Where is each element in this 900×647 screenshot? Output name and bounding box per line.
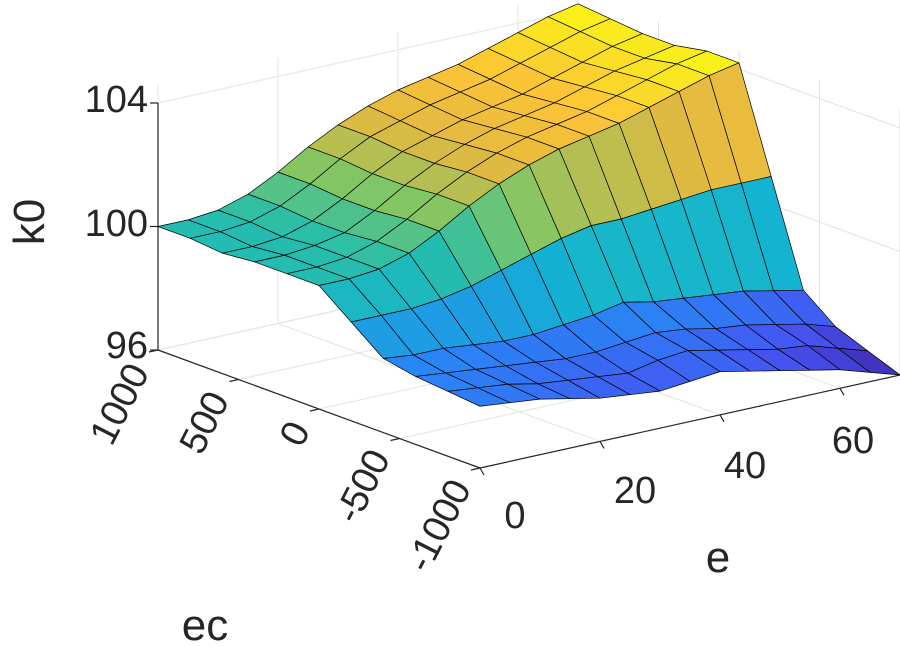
e-tick-label: 40	[724, 445, 766, 487]
ec-tick-label: 0	[272, 415, 319, 453]
surface-patch	[447, 387, 511, 407]
e-tick	[839, 387, 845, 396]
y-axis-label: ec	[182, 601, 228, 647]
ec-tick-labels: 1000 500 0 -500 -1000	[82, 357, 480, 579]
e-axis-line	[479, 374, 900, 469]
e-tick	[599, 441, 605, 449]
ec-tick	[470, 467, 481, 471]
ec-tick-label: 1000	[82, 357, 158, 451]
z-axis-label: k0	[5, 199, 54, 245]
ec-tick	[148, 349, 159, 353]
z-tick-labels: 96 100 104	[85, 79, 148, 367]
z-tick-label: 100	[85, 203, 148, 245]
ec-tick	[390, 437, 400, 442]
ec-tick-label: -500	[327, 443, 399, 530]
ec-tick	[309, 408, 320, 412]
e-tick	[479, 467, 485, 476]
ec-tick	[229, 378, 239, 383]
z-tick-label: 104	[85, 79, 148, 121]
gridline	[157, 9, 579, 104]
e-tick-labels: 0 20 40 60	[504, 420, 874, 537]
surface	[157, 3, 900, 407]
ec-tick-label: -1000	[398, 473, 480, 579]
e-tick-label: 0	[504, 495, 525, 537]
ec-tick-label: 500	[172, 385, 238, 461]
z-tick-label: 96	[106, 325, 148, 367]
x-axis-label: e	[706, 533, 730, 582]
e-tick-label: 60	[832, 420, 874, 462]
e-tick-label: 20	[614, 470, 656, 512]
e-tick	[719, 414, 725, 423]
